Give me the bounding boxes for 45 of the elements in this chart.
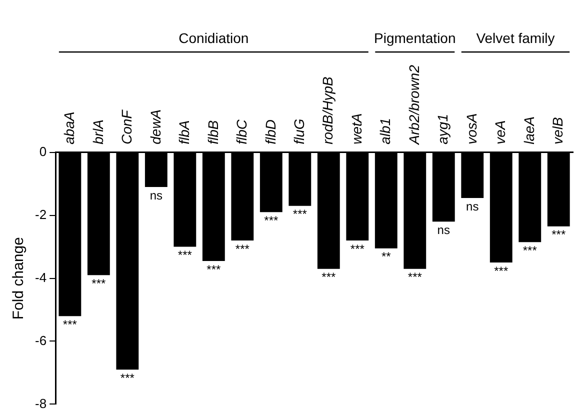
data-label: ***: [178, 248, 192, 262]
data-label: ***: [120, 370, 135, 385]
y-tick-label: 0: [39, 144, 47, 159]
data-label: ***: [552, 228, 566, 242]
x-tick-label: flbC: [234, 118, 250, 144]
x-tick-label: brlA: [90, 119, 106, 144]
x-tick-label: vosA: [463, 113, 480, 144]
text: Pigmentation: [374, 30, 456, 46]
data-label: ***: [408, 270, 422, 284]
y-tick-label: -8: [34, 396, 47, 411]
y-tick-label: -2: [34, 206, 47, 222]
x-tick-label: veA: [492, 120, 508, 144]
data-label: ***: [350, 242, 365, 256]
x-tick-label: ayg1: [434, 114, 451, 144]
data-label: ***: [522, 243, 538, 258]
x-tick-label: wetA: [348, 113, 364, 144]
data-label: ***: [92, 276, 106, 290]
x-tick-label: dewA: [147, 109, 164, 144]
x-tick-label: abaA: [61, 112, 78, 144]
data-label: ***: [206, 262, 221, 276]
y-axis-title: Fold change: [10, 237, 28, 320]
data-label: ***: [292, 207, 308, 222]
text: Conidiation: [178, 30, 249, 46]
data-label: ***: [322, 270, 336, 284]
x-tick-label: Arb2/brown2: [406, 64, 422, 146]
data-label: ***: [62, 317, 78, 332]
x-tick-label: alb1: [377, 118, 394, 144]
x-tick-label: velB: [550, 117, 566, 144]
y-tick-label: -4: [34, 270, 47, 285]
x-tick-label: ConF: [118, 108, 135, 144]
data-label: **: [381, 250, 392, 264]
data-label: ns: [466, 199, 479, 214]
text: Velvet family: [476, 30, 555, 46]
x-tick-label: flbB: [204, 120, 221, 144]
data-label: ***: [264, 214, 278, 228]
x-tick-label: laeA: [520, 116, 537, 144]
data-label: ns: [437, 222, 450, 237]
x-tick-label: flbD: [262, 119, 278, 144]
data-label: ns: [150, 188, 163, 202]
x-tick-label: flbA: [176, 120, 192, 144]
y-tick-label: -6: [34, 332, 47, 348]
x-tick-label: rodB/HypB: [320, 76, 336, 144]
data-label: ***: [494, 264, 508, 278]
x-tick-label: fluG: [290, 118, 307, 144]
data-label: ***: [235, 242, 250, 256]
